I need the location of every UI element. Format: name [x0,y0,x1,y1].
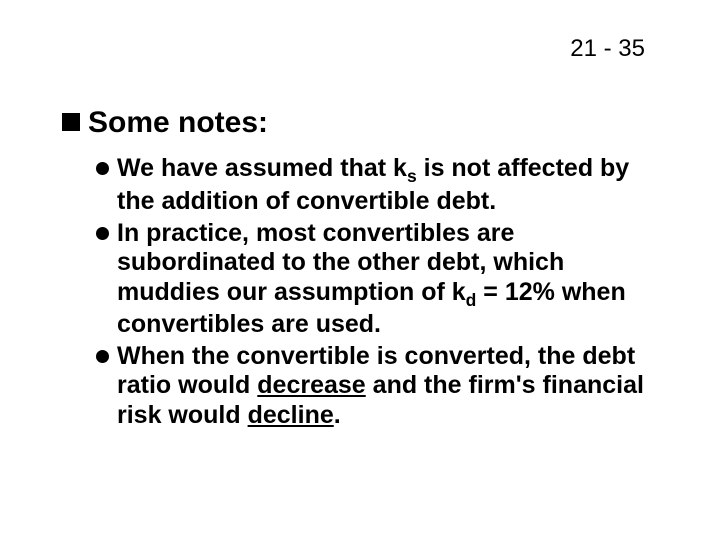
subscript: s [407,166,417,186]
heading-row: Some notes: [62,105,665,140]
page-number: 21 - 35 [570,35,645,63]
underlined-text: decrease [257,371,365,399]
heading-text: Some notes: [88,105,268,140]
text-fragment: . [334,401,341,429]
list-item: We have assumed that ks is not affected … [96,154,665,216]
round-bullet-icon [96,227,109,240]
subscript: d [466,290,477,310]
list-item-text: We have assumed that ks is not affected … [117,154,665,216]
underlined-text: decline [248,401,334,429]
round-bullet-icon [96,350,109,363]
sub-bullet-list: We have assumed that ks is not affected … [96,154,665,430]
round-bullet-icon [96,162,109,175]
list-item: When the convertible is converted, the d… [96,342,665,431]
list-item-text: When the convertible is converted, the d… [117,342,665,431]
square-bullet-icon [62,113,80,131]
list-item: In practice, most convertibles are subor… [96,219,665,340]
list-item-text: In practice, most convertibles are subor… [117,219,665,340]
text-fragment: We have assumed that k [117,154,407,182]
slide-content: Some notes: We have assumed that ks is n… [62,105,665,432]
slide: 21 - 35 Some notes: We have assumed that… [0,0,720,540]
